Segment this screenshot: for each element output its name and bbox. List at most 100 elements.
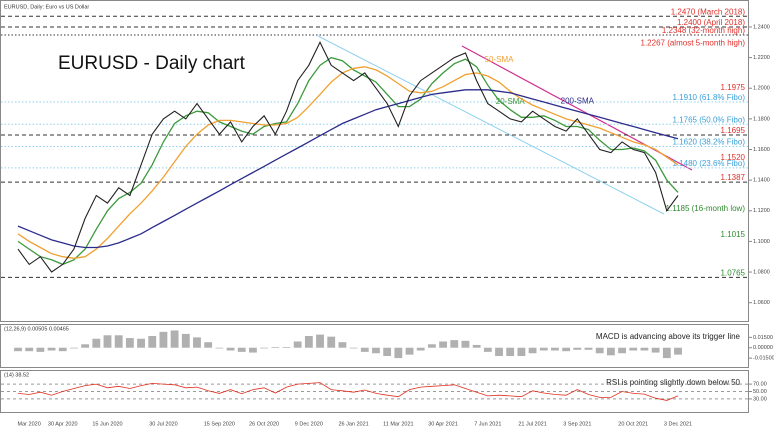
sma-line [17,89,679,249]
macd-bar [92,338,101,348]
macd-bar [360,347,369,352]
macd-bar [584,347,593,350]
y-tick-label: 50.00 [753,389,767,395]
level-label: 1.1387 [721,173,746,182]
macd-bar [204,342,213,348]
macd-bar [405,347,414,355]
level-label: 1.1620 (38.2% Fibo) [673,138,746,147]
macd-bar [327,336,336,348]
y-tick-label: 1.1600 [753,147,770,153]
x-tick-label: 30 Jul 2020 [149,421,177,427]
macd-bar [304,335,313,348]
macd-bar [461,340,470,348]
macd-bar [148,335,157,348]
series-label: 20-SMA [496,97,526,106]
level-label: 1.2267 (almost 5-month high) [641,38,746,47]
x-tick-label: 30 Apr 2021 [428,421,458,427]
macd-bar [383,347,392,357]
y-tick-label: 1.1000 [753,239,770,245]
macd-bar [293,341,302,348]
macd-bar [517,347,526,357]
y-tick-label: 1.2200 [753,55,770,61]
x-tick-label: 9 Dec 2020 [295,421,323,427]
level-label: 1.1910 (61.8% Fibo) [673,93,746,102]
level-label: 1.0765 [721,269,746,278]
macd-bar [595,347,604,354]
macd-bar [14,347,22,352]
sma-line [17,66,679,259]
level-label: 1.1520 [721,153,746,162]
macd-annotation: MACD is advancing above its trigger line [596,332,741,341]
macd-bar [58,347,67,352]
macd-bar [249,347,257,353]
macd-header: (12,26,9) 0.00505 0.00465 [4,326,69,332]
macd-bar [394,347,403,359]
x-tick-label: 30 Apr 2020 [48,421,78,427]
macd-bar [282,347,291,348]
y-tick-label: 1.0800 [753,270,770,276]
macd-panel [0,324,749,368]
x-tick-label: 21 Jul 2021 [518,421,546,427]
macd-bar [662,347,671,359]
x-tick-label: 26 Oct 2020 [249,421,279,427]
main-panel [0,0,749,322]
chart-title: EURUSD - Daily chart [58,53,246,74]
level-label: 1.1185 (16-month low) [666,204,746,213]
macd-bar [170,330,179,348]
x-tick-label: 15 Jun 2020 [92,421,122,427]
macd-bar [181,333,190,348]
x-tick-label: 3 Sep 2021 [563,421,591,427]
macd-bar [629,347,638,351]
channel-line [317,35,665,215]
y-tick-label: 1.1800 [753,116,770,122]
macd-bar [338,342,347,348]
macd-bar [349,347,358,349]
x-tick-label: 3 Dec 2021 [664,421,692,427]
level-label: 1.2400 (April 2018) [677,18,745,27]
macd-bar [316,334,324,348]
macd-bar [640,347,649,351]
y-tick-label: 1.2400 [753,24,770,30]
macd-bar [551,347,559,351]
macd-bar [506,347,515,357]
y-tick-label: 1.2000 [753,86,770,92]
macd-bar [70,347,78,349]
level-label: 1.1015 [721,230,746,239]
macd-bar [260,347,269,349]
y-tick-label: -0.01500 [753,356,774,362]
x-tick-label: 26 Jan 2021 [338,421,368,427]
macd-bar [528,347,537,354]
level-label: 1.1480 (23.6% Fibo) [673,159,746,168]
macd-bar [674,347,682,355]
y-tick-label: 0.01500 [753,335,773,341]
level-label: 1.1765 (50.0% Fibo) [673,115,746,124]
level-label: 1.2348 (32-month high) [662,26,746,35]
rsi-header: (14) 38.52 [4,372,29,378]
series-label: 200-SMA [561,96,595,105]
y-tick-label: 70.00 [753,382,767,388]
macd-bar [606,347,615,356]
level-label: 1.1695 [721,126,746,135]
x-tick-label: 20 Oct 2021 [618,421,648,427]
macd-bar [618,347,626,354]
macd-bar [114,335,123,348]
macd-bar [125,338,134,348]
macd-bar [651,347,660,353]
macd-bar [103,335,112,348]
macd-bar [271,347,280,348]
y-tick-label: 0.00000 [753,345,773,351]
sma-line [17,56,679,266]
macd-bar [47,347,56,351]
macd-bar [427,344,436,348]
level-label: 1.2470 (March 2018) [671,7,746,16]
macd-bar [372,347,380,354]
rsi-line [17,382,679,401]
macd-bar [193,337,201,348]
y-tick-label: 1.1200 [753,208,770,214]
macd-bar [495,347,503,357]
macd-bar [416,347,425,351]
macd-bar [36,347,45,352]
macd-bar [483,347,492,352]
series-label: 50-SMA [485,55,515,64]
